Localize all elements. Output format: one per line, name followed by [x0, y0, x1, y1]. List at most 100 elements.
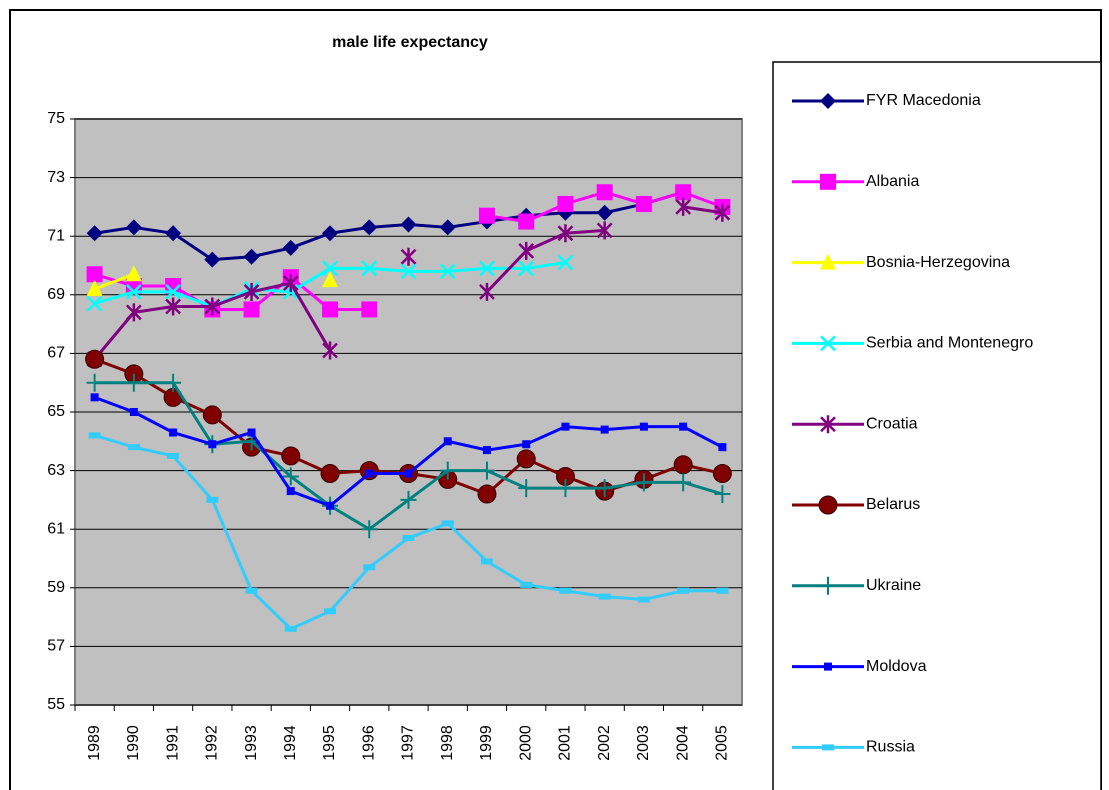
marker [824, 662, 832, 671]
marker [127, 444, 140, 451]
marker [281, 446, 301, 466]
marker [284, 625, 297, 632]
x-tick-label: 1997 [400, 725, 417, 761]
marker [673, 455, 693, 475]
marker [439, 461, 456, 480]
marker [365, 469, 374, 478]
x-tick-label: 1991 [164, 725, 181, 761]
marker [596, 204, 613, 221]
x-tick-label: 2004 [674, 725, 691, 761]
marker [596, 184, 613, 201]
y-tick-label: 59 [47, 579, 65, 596]
series-line [94, 190, 684, 262]
legend-label: Russia [866, 739, 915, 756]
marker [245, 587, 258, 594]
marker [822, 744, 834, 751]
marker [679, 422, 688, 431]
marker [247, 428, 256, 437]
legend-label: Croatia [866, 415, 918, 432]
marker [86, 373, 103, 392]
x-tick-label: 1993 [243, 725, 260, 761]
series [86, 254, 574, 315]
marker [596, 221, 613, 240]
chart-title: male life expectancy [332, 34, 488, 51]
y-tick-label: 61 [47, 520, 65, 537]
legend-label: Ukraine [866, 577, 921, 594]
marker [204, 251, 221, 268]
marker [439, 219, 456, 236]
marker [361, 219, 378, 236]
marker [86, 295, 103, 312]
marker [400, 490, 417, 509]
y-tick-label: 65 [47, 403, 65, 420]
x-tick-label: 1992 [204, 725, 221, 761]
marker [712, 464, 732, 484]
marker [557, 195, 574, 212]
marker [326, 501, 335, 510]
x-tick-label: 1994 [282, 725, 299, 761]
marker [718, 443, 727, 452]
marker [561, 422, 570, 431]
marker [86, 266, 103, 283]
series [86, 184, 731, 318]
marker [202, 405, 222, 425]
marker [479, 282, 495, 301]
marker [518, 213, 535, 230]
marker [88, 432, 101, 439]
marker [635, 195, 652, 212]
marker [206, 496, 219, 503]
marker [482, 446, 491, 455]
marker [522, 440, 531, 449]
x-tick-label: 1996 [360, 725, 377, 761]
marker [165, 373, 182, 392]
marker [125, 303, 142, 322]
y-tick-label: 57 [47, 638, 65, 655]
series [88, 432, 729, 632]
marker [402, 534, 415, 541]
marker [286, 487, 295, 496]
marker [818, 495, 838, 515]
series [86, 265, 339, 296]
marker [125, 219, 142, 236]
marker [85, 349, 105, 369]
marker [129, 408, 138, 416]
marker [400, 247, 417, 266]
marker [820, 173, 836, 190]
marker [637, 596, 650, 603]
marker [598, 593, 611, 600]
marker [125, 278, 142, 295]
series [90, 393, 727, 510]
x-tick-label: 1989 [86, 725, 103, 761]
x-tick-label: 2005 [714, 725, 731, 761]
marker [363, 564, 376, 571]
legend-label: Serbia and Montenegro [866, 335, 1033, 352]
marker [86, 279, 103, 296]
marker [167, 452, 180, 459]
y-tick-label: 75 [47, 110, 65, 127]
legend-label: Belarus [866, 496, 920, 513]
x-tick-label: 2003 [635, 725, 652, 761]
legend-label: Albania [866, 173, 919, 190]
legend-label: Moldova [866, 658, 927, 675]
marker [518, 479, 535, 498]
marker [243, 248, 260, 265]
y-tick-label: 63 [47, 462, 65, 479]
marker [477, 484, 497, 504]
x-tick-label: 1995 [321, 725, 338, 761]
y-tick-label: 67 [47, 345, 65, 362]
legend [772, 61, 1102, 790]
marker [520, 581, 533, 588]
marker [400, 216, 417, 233]
marker [820, 335, 836, 352]
x-tick-label: 1990 [125, 725, 142, 761]
marker [639, 422, 648, 431]
x-tick-label: 2000 [517, 725, 534, 761]
marker [125, 283, 142, 300]
series [86, 373, 731, 539]
marker [361, 520, 378, 539]
marker [320, 464, 340, 484]
marker [714, 485, 731, 504]
marker [443, 437, 452, 446]
x-tick-label: 1999 [478, 725, 495, 761]
